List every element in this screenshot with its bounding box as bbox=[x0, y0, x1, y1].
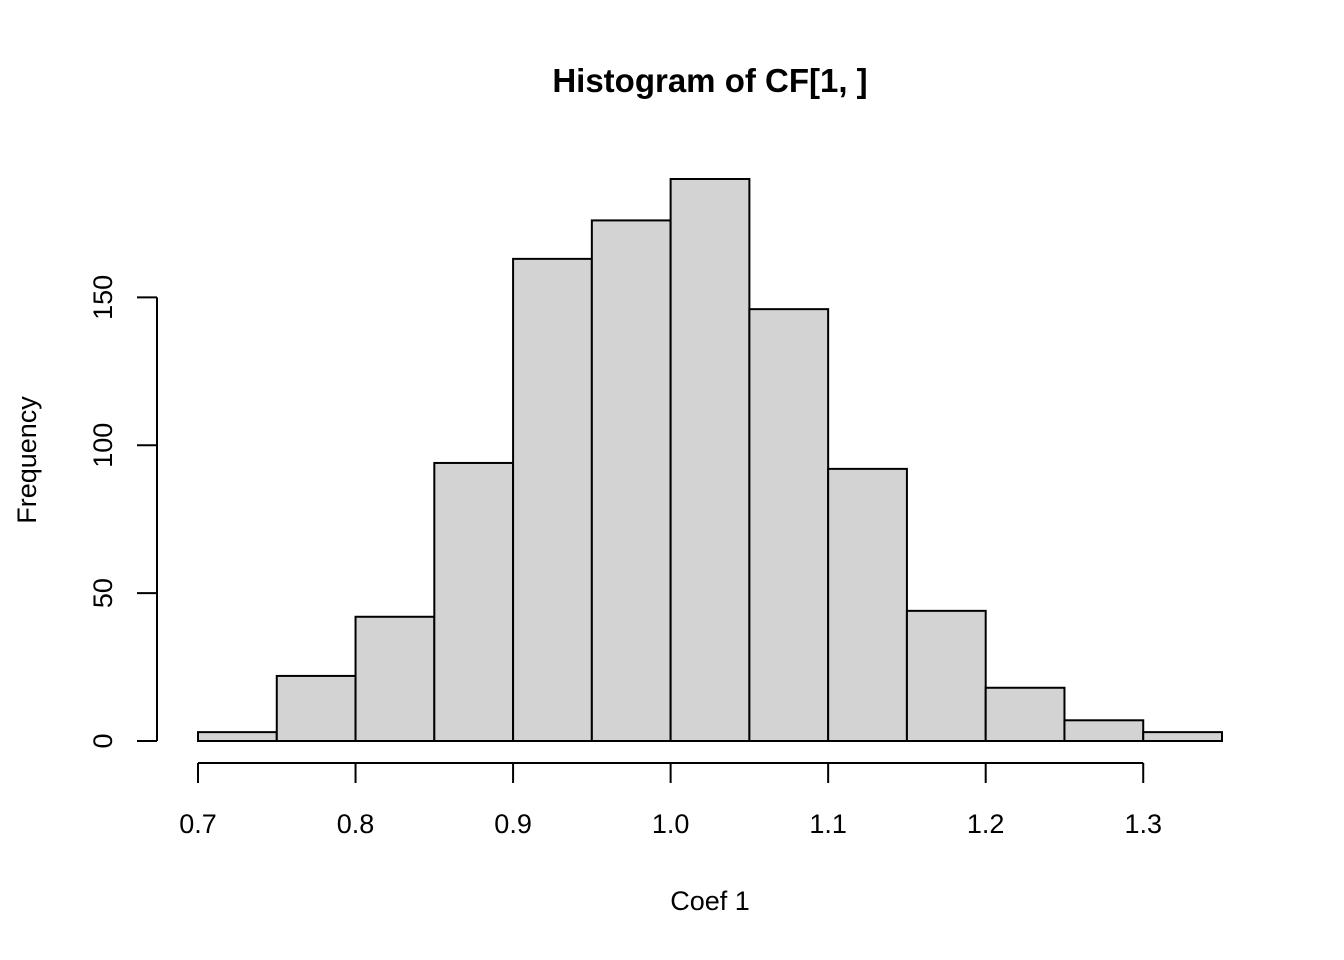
x-tick-label: 1.3 bbox=[1124, 809, 1162, 839]
x-tick-label: 0.8 bbox=[337, 809, 375, 839]
histogram-bar bbox=[984, 686, 1066, 742]
y-tick-label: 150 bbox=[88, 275, 118, 320]
x-tick-label: 1.1 bbox=[809, 809, 847, 839]
histogram-bar bbox=[1142, 731, 1223, 743]
histogram-bar bbox=[275, 674, 357, 743]
bars-group bbox=[197, 178, 1223, 743]
histogram-bar bbox=[354, 615, 436, 743]
histogram-bar bbox=[433, 461, 515, 742]
x-tick-label: 0.9 bbox=[494, 809, 532, 839]
y-tick-label: 0 bbox=[88, 733, 118, 748]
x-axis-label: Coef 1 bbox=[670, 886, 750, 916]
y-tick-label: 100 bbox=[88, 423, 118, 468]
y-tick-label: 50 bbox=[88, 578, 118, 608]
x-axis: 0.7 0.8 0.9 1.0 1.1 1.2 1.3 bbox=[179, 762, 1162, 839]
chart-title: Histogram of CF[1, ] bbox=[552, 62, 867, 99]
histogram-bar bbox=[827, 467, 908, 742]
histogram-bar bbox=[1063, 719, 1145, 743]
histogram-bar bbox=[905, 609, 987, 743]
histogram-bar bbox=[512, 257, 593, 742]
y-axis: 0 50 100 150 bbox=[88, 275, 158, 749]
histogram-bar bbox=[197, 731, 278, 743]
histogram-bar bbox=[590, 219, 672, 742]
x-tick-label: 0.7 bbox=[179, 809, 217, 839]
histogram-bar bbox=[669, 178, 751, 742]
histogram-bar bbox=[748, 308, 830, 742]
y-axis-label: Frequency bbox=[12, 396, 42, 524]
x-tick-label: 1.2 bbox=[967, 809, 1005, 839]
x-tick-label: 1.0 bbox=[652, 809, 690, 839]
